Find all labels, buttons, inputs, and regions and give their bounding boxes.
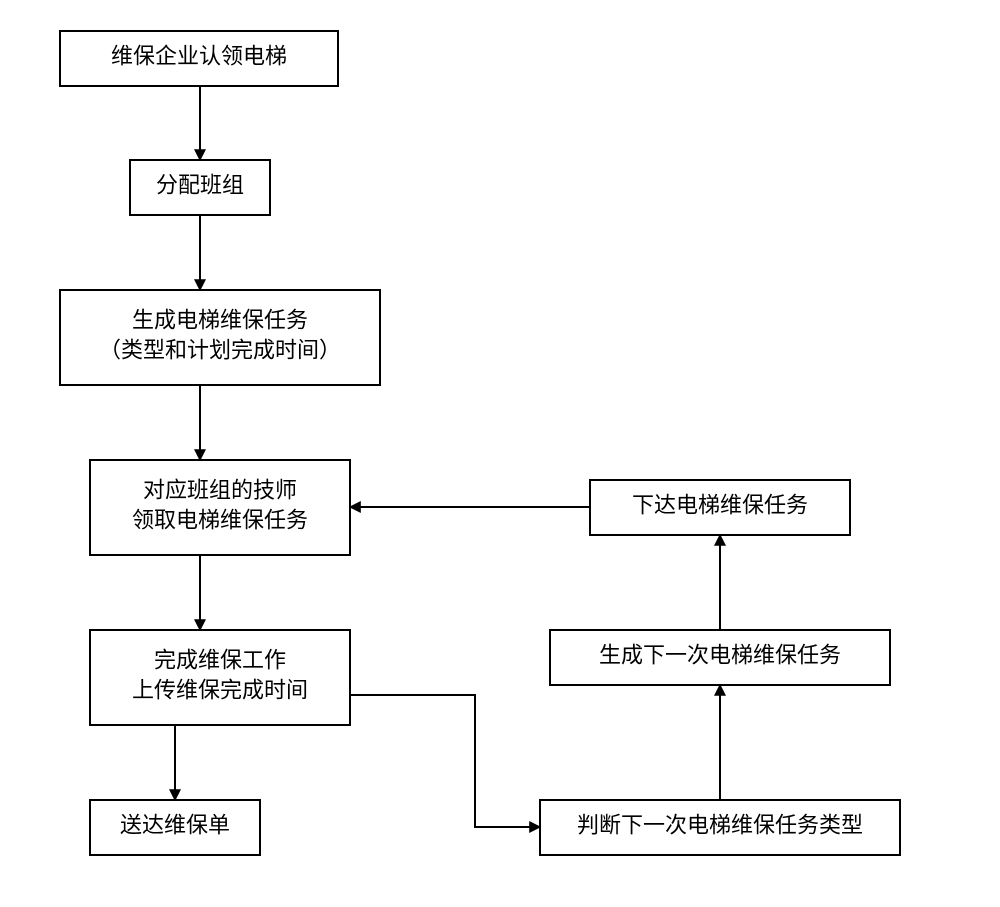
node-n9-label-0: 下达电梯维保任务 <box>632 493 808 518</box>
node-n7: 判断下一次电梯维保任务类型 <box>540 800 900 855</box>
node-n1-label-0: 维保企业认领电梯 <box>111 44 287 69</box>
node-n7-label-0: 判断下一次电梯维保任务类型 <box>577 813 863 838</box>
node-n4-label-1: 领取电梯维保任务 <box>132 508 308 533</box>
node-n5-label-1: 上传维保完成时间 <box>132 678 308 703</box>
node-n2-label-0: 分配班组 <box>156 173 244 198</box>
node-n6-label-0: 送达维保单 <box>120 813 230 838</box>
edge-n5-n7 <box>350 695 540 827</box>
node-n5-label-0: 完成维保工作 <box>154 648 286 673</box>
node-n3-label-0: 生成电梯维保任务 <box>132 308 308 333</box>
node-n4: 对应班组的技师领取电梯维保任务 <box>90 460 350 555</box>
flowchart-canvas: 维保企业认领电梯分配班组生成电梯维保任务 （类型和计划完成时间） 对应班组的技师领取… <box>0 0 1000 907</box>
node-n8: 生成下一次电梯维保任务 <box>550 630 890 685</box>
node-n6: 送达维保单 <box>90 800 260 855</box>
node-n8-label-0: 生成下一次电梯维保任务 <box>599 643 841 668</box>
node-n1: 维保企业认领电梯 <box>60 31 338 86</box>
node-n5: 完成维保工作上传维保完成时间 <box>90 630 350 725</box>
nodes-layer: 维保企业认领电梯分配班组生成电梯维保任务 （类型和计划完成时间） 对应班组的技师领取… <box>60 31 900 855</box>
node-n2: 分配班组 <box>130 160 270 215</box>
node-n3-label-1: （类型和计划完成时间） <box>99 338 341 363</box>
node-n4-label-0: 对应班组的技师 <box>143 478 297 503</box>
node-n9: 下达电梯维保任务 <box>590 480 850 535</box>
node-n3: 生成电梯维保任务 （类型和计划完成时间） <box>60 290 380 385</box>
